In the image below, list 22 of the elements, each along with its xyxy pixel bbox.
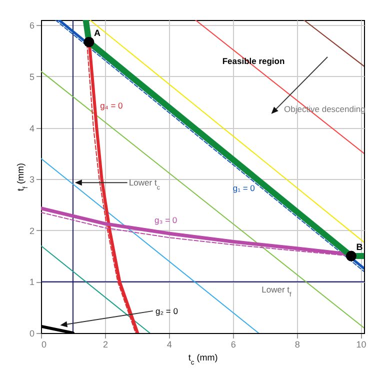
x-tick-label: 4 <box>166 340 172 350</box>
y-tick-label: 3 <box>29 174 34 185</box>
x-tick-label: 8 <box>294 340 300 350</box>
x-tick-label: 6 <box>230 340 236 350</box>
y-tick-label: 2 <box>29 226 34 236</box>
y-tick-label: 0 <box>29 328 34 338</box>
series-label: g₃ = 0 <box>154 215 178 226</box>
y-tick-label: 1 <box>29 277 34 288</box>
y-tick-label: 5 <box>29 72 34 82</box>
data-label: A <box>94 28 101 38</box>
y-tick-label: 6 <box>29 20 34 31</box>
y-tick-label: 4 <box>29 123 34 134</box>
x-tick-label: 0 <box>42 340 47 350</box>
ref-line-label: Lower t$_{c}$ <box>128 178 161 192</box>
series-label: g₁ = 0 <box>232 182 256 193</box>
x-tick-label: 2 <box>102 340 108 350</box>
data-label: B <box>356 242 364 252</box>
series-label: g₄ = 0 <box>100 100 124 111</box>
x-axis-title: t$_{c}$ (mm) <box>188 352 218 366</box>
text: g₂ = 0 <box>155 306 178 316</box>
x-tick-label: 10 <box>356 340 366 350</box>
ref-line-label: Lower t$_{f}$ <box>262 284 292 298</box>
